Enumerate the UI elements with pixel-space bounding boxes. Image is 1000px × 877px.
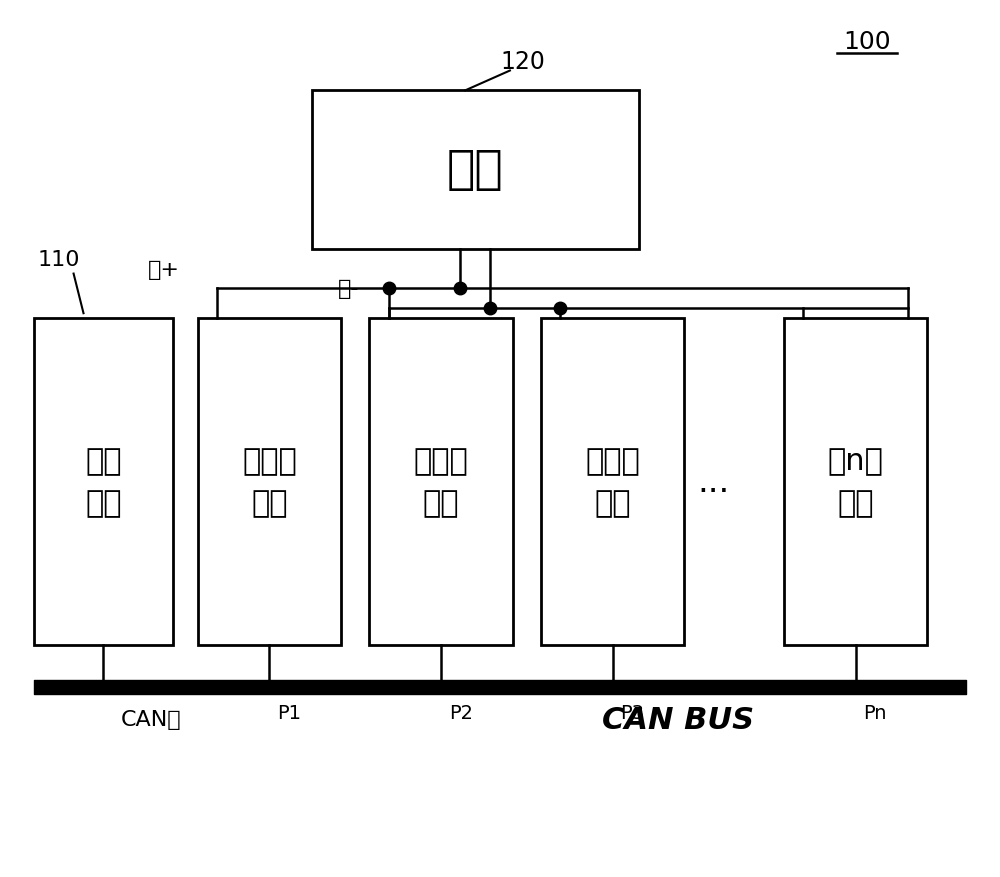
Bar bbox=[369, 318, 513, 645]
Bar bbox=[34, 318, 173, 645]
Text: 第一电
池包: 第一电 池包 bbox=[242, 446, 297, 518]
Text: 第二电
池包: 第二电 池包 bbox=[414, 446, 468, 518]
Text: 100: 100 bbox=[843, 30, 891, 53]
Text: 第n电
池包: 第n电 池包 bbox=[828, 446, 883, 518]
Text: P1: P1 bbox=[277, 703, 301, 722]
Text: 包-: 包- bbox=[338, 279, 359, 299]
Text: Pn: Pn bbox=[863, 703, 887, 722]
Text: P3: P3 bbox=[620, 703, 644, 722]
Text: 负载: 负载 bbox=[447, 148, 504, 193]
Text: 控刻
单元: 控刻 单元 bbox=[85, 446, 122, 518]
Bar bbox=[541, 318, 684, 645]
Bar bbox=[784, 318, 927, 645]
Text: 120: 120 bbox=[500, 50, 545, 74]
Text: CAN BUS: CAN BUS bbox=[602, 705, 755, 734]
Bar bbox=[312, 91, 639, 250]
Text: 包+: 包+ bbox=[148, 260, 180, 279]
Text: CAN线: CAN线 bbox=[121, 709, 181, 730]
Text: ...: ... bbox=[697, 466, 729, 498]
Bar bbox=[198, 318, 341, 645]
Text: 110: 110 bbox=[37, 249, 80, 269]
Text: P2: P2 bbox=[449, 703, 473, 722]
Text: 第三电
池包: 第三电 池包 bbox=[585, 446, 640, 518]
